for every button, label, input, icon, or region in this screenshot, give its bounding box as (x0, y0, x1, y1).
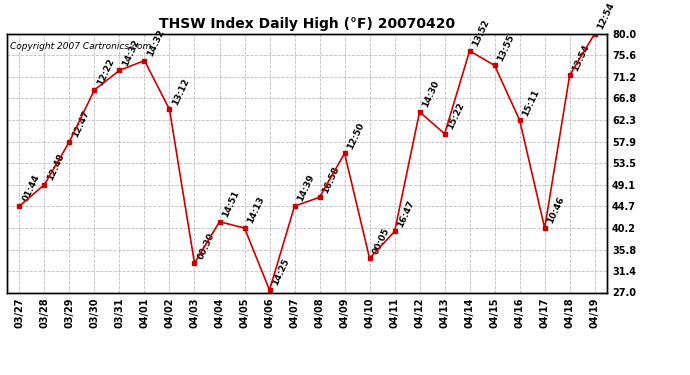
Text: 13:12: 13:12 (171, 77, 191, 106)
Text: 13:55: 13:55 (496, 33, 516, 63)
Text: 13:54: 13:54 (571, 43, 591, 72)
Text: 12:50: 12:50 (346, 121, 366, 151)
Text: 10:46: 10:46 (546, 195, 566, 225)
Text: 15:11: 15:11 (521, 88, 541, 117)
Text: 12:48: 12:48 (46, 152, 66, 182)
Text: 13:52: 13:52 (471, 18, 491, 48)
Text: 14:51: 14:51 (221, 189, 242, 219)
Text: 14:32: 14:32 (121, 38, 141, 68)
Text: 15:22: 15:22 (446, 101, 466, 131)
Text: 12:22: 12:22 (96, 57, 116, 87)
Text: 14:13: 14:13 (246, 195, 266, 225)
Text: Copyright 2007 Cartronics.com: Copyright 2007 Cartronics.com (10, 42, 151, 51)
Title: THSW Index Daily High (°F) 20070420: THSW Index Daily High (°F) 20070420 (159, 17, 455, 31)
Text: 01:44: 01:44 (21, 174, 41, 203)
Text: 14:39: 14:39 (296, 173, 316, 203)
Text: 14:30: 14:30 (421, 80, 441, 109)
Text: 14:25: 14:25 (271, 257, 291, 287)
Text: 16:58: 16:58 (321, 165, 341, 195)
Text: 16:47: 16:47 (396, 199, 416, 229)
Text: 12:47: 12:47 (71, 109, 91, 139)
Text: 00:05: 00:05 (371, 226, 391, 255)
Text: 00:30: 00:30 (196, 231, 216, 260)
Text: 14:32: 14:32 (146, 28, 166, 58)
Text: 12:54: 12:54 (596, 1, 616, 31)
